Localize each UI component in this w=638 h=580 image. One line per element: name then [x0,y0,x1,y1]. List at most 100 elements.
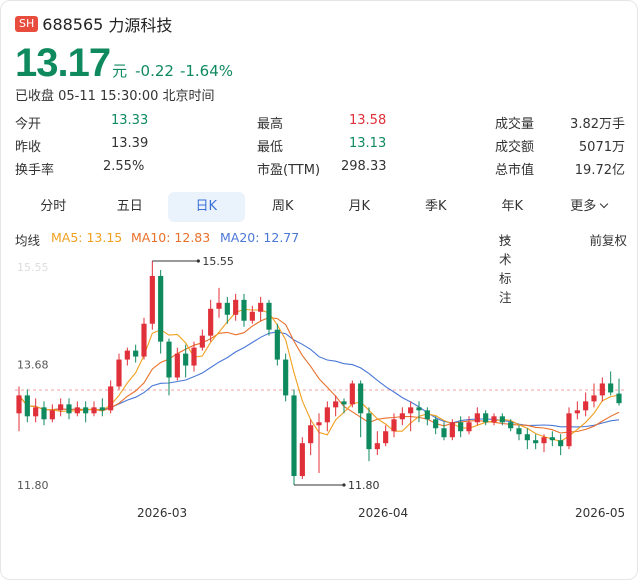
technical-annotation-label: 技术标注 [499,233,512,305]
candle-body [33,407,39,417]
candle-body [416,407,422,411]
candle-body [166,341,172,378]
candle-body [533,440,539,444]
candle-body [49,410,55,420]
legend-title: 均线 [15,233,41,248]
candle-body [399,413,405,420]
low-marker-label: 11.80 [348,479,380,492]
candle-body [66,404,72,414]
candle-body [383,431,389,444]
candle-body [308,425,314,444]
candle-body [599,383,605,396]
market-status: 已收盘 05-11 15:30:00 北京时间 [15,89,215,104]
legend-ma20: MA20: 12.77 [220,230,300,245]
stats-grid: 今开 13.33 最高 13.58 成交量 3.82万手 昨收 13.39 最低… [15,111,625,180]
price-change-pct: -1.64% [179,62,234,80]
candle-body [149,275,155,324]
x-tick-label: 2026-04 [358,506,409,520]
candle-body [249,311,255,321]
tab-monthly-k[interactable]: 月K [348,199,371,214]
candle-body [349,383,355,405]
price-row: 13.17 元 -0.22 -1.64% [15,41,233,85]
candle-body [208,308,214,336]
candle-body [299,443,305,477]
candle-body [341,401,347,405]
candle-body [116,359,122,387]
candle-body [283,359,289,396]
stat-label: 成交量 [495,117,535,132]
candle-body [191,347,197,366]
candle-body [158,275,164,342]
candle-body [74,407,80,414]
legend-ma5: MA5: 13.15 [51,230,123,245]
candle-body [591,395,597,402]
stat-label: 总市值 [495,163,535,178]
stat-label: 今开 [15,117,42,132]
candle-body [583,401,589,411]
candle-body [524,434,530,441]
price-unit: 元 [112,62,128,80]
candle-body [408,407,414,414]
candle-body [274,329,280,360]
candle-body [549,437,555,441]
candle-body [58,404,64,411]
candle-body [566,413,572,447]
candle-body [366,413,372,450]
candle-body [224,302,230,315]
candlestick-chart[interactable]: 13.68 11.80 15.55 15.55 11.80 [1,251,638,531]
stats-row: 换手率 2.55% 市盈(TTM) 298.33 总市值 19.72亿 [15,157,625,180]
candle-body [458,422,464,432]
stat-value: 13.13 [349,136,387,151]
candle-body [608,383,614,393]
candle-body [541,437,547,444]
candle-body [291,395,297,477]
candle-body [99,407,105,411]
ma-legend: 均线 MA5: 13.15 MA10: 12.83 MA20: 12.77 〰技… [15,230,627,305]
stat-label: 成交额 [495,140,535,155]
candle-body [266,302,272,330]
stat-label: 换手率 [15,163,55,178]
tab-five-day[interactable]: 五日 [116,199,143,214]
tab-yearly-k[interactable]: 年K [501,199,524,214]
stats-row: 昨收 13.39 最低 13.13 成交额 5071万 [15,134,625,157]
candle-body [133,350,139,357]
candle-body [183,353,189,366]
stat-label: 最高 [257,117,284,132]
tab-more[interactable]: 更多 [551,192,628,222]
stat-value: 13.58 [349,113,387,128]
candle-body [358,383,364,414]
candle-body [174,353,180,378]
stats-row: 今开 13.33 最高 13.58 成交量 3.82万手 [15,111,625,134]
candle-body [16,395,22,414]
x-tick-label: 2026-05 [575,506,626,520]
tab-weekly-k[interactable]: 周K [271,199,294,214]
candle-body [449,422,455,438]
high-marker-dot [196,259,200,263]
candle-body [233,299,239,315]
candle-body [483,413,489,423]
candle-body [333,401,339,408]
candle-body [499,416,505,423]
low-marker-dot [342,483,346,487]
candle-body [241,299,247,321]
candle-body [474,413,480,423]
stock-name: 力源科技 [108,16,173,35]
stat-value: 5071万 [578,140,625,155]
tab-quarterly-k[interactable]: 季K [424,199,447,214]
adjust-button[interactable]: 前复权 [589,233,627,248]
stat-label: 昨收 [15,140,42,155]
candle-body [424,410,430,420]
price-change: -0.22 [135,62,174,80]
market-badge: SH [15,16,39,32]
candle-body [466,422,472,432]
x-tick-label: 2026-03 [137,506,188,520]
tab-intraday[interactable]: 分时 [40,199,67,214]
stat-value: 2.55% [103,159,145,174]
candle-body [508,422,514,429]
stock-code: 688565 [42,14,104,34]
y-tick-label: 15.55 [17,261,49,274]
candle-body [441,428,447,438]
tab-daily-k[interactable]: 日K [168,192,245,222]
candle-body [41,407,47,420]
